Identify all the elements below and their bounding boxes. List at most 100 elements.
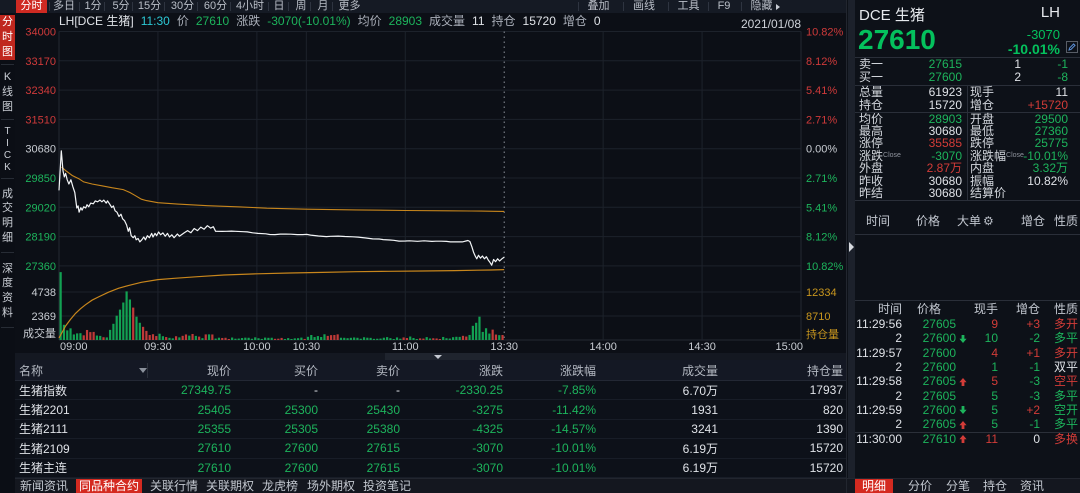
tick-row[interactable]: 2 27600 1 -1 双平 xyxy=(847,360,1080,374)
period-tab-日[interactable]: 日 xyxy=(273,0,285,12)
column-header-卖价[interactable]: 卖价 xyxy=(375,363,400,378)
column-header-名称[interactable]: 名称 xyxy=(19,363,44,378)
volume-bar xyxy=(267,337,270,340)
bigorder-settings-gear-icon[interactable]: ⚙ xyxy=(983,214,994,228)
percent-axis-label: 2.71% xyxy=(806,114,837,126)
period-tab-5分[interactable]: 5分 xyxy=(112,0,130,12)
quote-table-header[interactable]: 名称 现价 买价 卖价 涨跌 涨跌幅 成交量 持仓量 xyxy=(15,360,846,381)
volume-bar xyxy=(138,322,141,340)
detail-tab-持仓[interactable]: 持仓 xyxy=(982,479,1007,493)
tick-row[interactable]: 11:29:59 27600 5 +2 空开 xyxy=(847,403,1080,417)
quote-row-生猪指数[interactable]: 生猪指数 27349.75 - - -2330.25 -7.85% 6.70万 17937 xyxy=(15,381,846,401)
name-filter-caret-icon[interactable] xyxy=(139,368,147,373)
volume-bar xyxy=(465,336,468,340)
tool-叠加[interactable]: 叠加 xyxy=(587,0,610,12)
volume-bar xyxy=(392,339,395,340)
scrollbar-down-icon[interactable] xyxy=(434,355,442,359)
period-tab-4小时[interactable]: 4小时 xyxy=(235,0,265,12)
edit-icon[interactable] xyxy=(1066,41,1078,53)
tick-hand: 1 xyxy=(991,359,998,374)
volume-axis-label: 2369 xyxy=(32,311,56,323)
volume-bar xyxy=(366,337,369,340)
column-header-买价[interactable]: 买价 xyxy=(293,363,318,378)
volume-bar xyxy=(59,272,62,340)
detail-tab-明细[interactable]: 明细 xyxy=(855,479,893,493)
percent-axis-label: 10.82% xyxy=(806,27,844,39)
bottom-tab-同品种合约[interactable]: 同品种合约 xyxy=(76,479,142,493)
bottom-tab-投资笔记[interactable]: 投资笔记 xyxy=(363,479,412,493)
collapse-panel-icon[interactable] xyxy=(849,242,854,252)
quote-row-生猪2109[interactable]: 生猪2109 27610 27600 27615 -3070 -10.01% 6.19万 15… xyxy=(15,439,846,459)
column-header-涨跌[interactable]: 涨跌 xyxy=(478,363,503,378)
chart-scrollbar[interactable] xyxy=(15,353,846,360)
last-price: 27610 xyxy=(858,24,936,55)
column-header-涨跌幅[interactable]: 涨跌幅 xyxy=(559,363,596,378)
intraday-chart-region: LH[DCE 生猪] 11:30 价 27610 涨跌 -3070(-10.01%) 均价 2… xyxy=(15,13,846,360)
quote-row-生猪2111[interactable]: 生猪2111 25355 25305 25380 -4325 -14.57% 3241 139… xyxy=(15,420,846,440)
quote-row-生猪主连[interactable]: 生猪主连 27610 27600 27615 -3070 -10.01% 6.19万 1572… xyxy=(15,459,846,478)
tick-row[interactable]: 11:30:00 27610 11 0 多换 xyxy=(847,432,1080,446)
period-tab-1分[interactable]: 1分 xyxy=(84,0,102,12)
bottom-tab-场外期权[interactable]: 场外期权 xyxy=(307,479,356,493)
column-header-持仓量[interactable]: 持仓量 xyxy=(806,363,843,378)
tick-change: -1 xyxy=(1029,417,1040,432)
quote-row-生猪2201[interactable]: 生猪2201 25405 25300 25430 -3275 -11.42% 1931 820 xyxy=(15,400,846,420)
bottom-tab-新闻资讯[interactable]: 新闻资讯 xyxy=(20,479,69,493)
detail-tab-资讯[interactable]: 资讯 xyxy=(1019,479,1044,493)
hide-panel-arrow-icon[interactable] xyxy=(776,3,780,10)
bidask-change: -8 xyxy=(1057,70,1068,85)
period-tab-30分[interactable]: 30分 xyxy=(170,0,195,12)
bottom-tab-龙虎榜[interactable]: 龙虎榜 xyxy=(262,479,299,493)
sidebar-item-成交明细[interactable]: 成交明细 xyxy=(0,184,15,249)
tick-time: 2 xyxy=(895,388,902,403)
sidebar-item-深度资料[interactable]: 深度资料 xyxy=(0,259,15,324)
tick-row[interactable]: 11:29:58 27605 5 -3 空平 xyxy=(847,374,1080,388)
volume-bar xyxy=(69,328,72,340)
period-tab-多日[interactable]: 多日 xyxy=(53,0,75,12)
bottom-tab-关联行情[interactable]: 关联行情 xyxy=(150,479,199,493)
volume-bar xyxy=(231,337,234,340)
arrow-shape xyxy=(959,435,967,444)
volume-bar xyxy=(155,336,158,340)
volume-bar xyxy=(165,337,168,340)
tab-separator xyxy=(230,2,231,11)
period-tab-更多[interactable]: 更多 xyxy=(338,0,361,12)
chart-header-seg-2: 价 xyxy=(176,14,189,28)
time-axis-label: 11:00 xyxy=(392,341,419,353)
volume-bar xyxy=(217,337,221,340)
volume-bar xyxy=(122,302,125,340)
tab-separator xyxy=(49,2,50,11)
period-tab-60分[interactable]: 60分 xyxy=(203,0,228,12)
volume-bar xyxy=(244,337,247,340)
column-header-成交量[interactable]: 成交量 xyxy=(681,363,718,378)
panel-divider xyxy=(855,200,1080,201)
tick-row[interactable]: 11:29:57 27600 4 +1 多开 xyxy=(847,346,1080,360)
intraday-chart[interactable]: 09:00 09:30 10:00 10:30 11:00 13:30 14:00 14:30… xyxy=(15,13,846,360)
tick-row[interactable]: 2 27600 10 -2 多平 xyxy=(847,331,1080,345)
bottom-tab-关联期权[interactable]: 关联期权 xyxy=(206,479,255,493)
tool-隐藏[interactable]: 隐藏 xyxy=(750,0,773,12)
detail-tab-分笔[interactable]: 分笔 xyxy=(945,479,970,493)
tool-F9[interactable]: F9 xyxy=(717,0,731,12)
volume-bar xyxy=(250,338,254,340)
tool-画线[interactable]: 画线 xyxy=(633,0,655,12)
sidebar-item-分时图[interactable]: 分时图 xyxy=(0,14,15,61)
tick-change: -2 xyxy=(1029,331,1040,346)
tool-工具[interactable]: 工具 xyxy=(677,0,700,12)
period-tab-月[interactable]: 月 xyxy=(317,0,329,12)
tick-row[interactable]: 11:29:56 27605 9 +3 多开 xyxy=(847,317,1080,331)
period-tab-周[interactable]: 周 xyxy=(295,0,307,12)
column-header-现价[interactable]: 现价 xyxy=(206,363,231,378)
bigorder-col-大单[interactable]: 大单 xyxy=(957,214,982,228)
panel-divider xyxy=(855,234,1080,235)
tick-row[interactable]: 2 27605 5 -1 多平 xyxy=(847,417,1080,431)
panel-divider xyxy=(855,300,1080,301)
tick-row[interactable]: 2 27605 5 -3 多平 xyxy=(847,389,1080,403)
panel-splitter[interactable] xyxy=(848,0,855,493)
period-tab-15分[interactable]: 15分 xyxy=(137,0,162,12)
detail-tab-分价[interactable]: 分价 xyxy=(907,479,932,493)
period-tab-分时[interactable]: 分时 xyxy=(16,0,47,13)
cell-买价: 25305 xyxy=(284,421,318,436)
